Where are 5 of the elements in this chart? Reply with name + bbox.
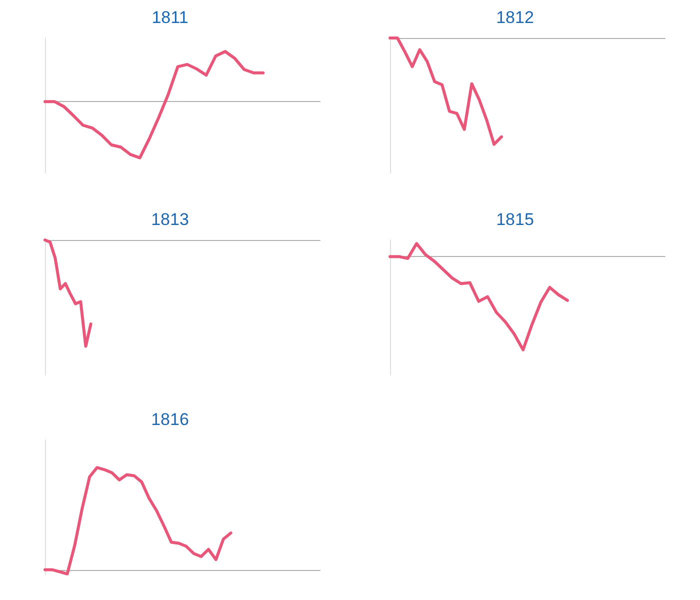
chart-title: 1812 [496, 8, 534, 27]
chart-title: 1813 [151, 210, 189, 229]
chart-title: 1811 [152, 8, 188, 27]
chart-title: 1816 [151, 410, 189, 429]
chart-title: 1815 [496, 210, 534, 229]
